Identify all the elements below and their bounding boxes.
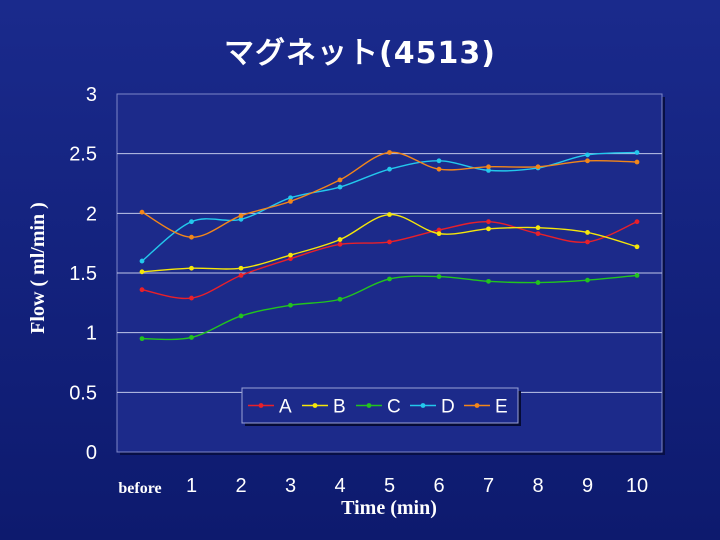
data-point-A (189, 295, 194, 301)
legend-label-E: E (495, 397, 508, 418)
y-tick-label: 2.5 (69, 144, 97, 166)
data-point-B (436, 231, 442, 237)
x-axis-label: Time (min) (341, 497, 437, 519)
y-tick-label: 1.5 (69, 263, 97, 285)
data-point-D (387, 166, 392, 172)
data-point-A (139, 287, 145, 293)
data-point-C (238, 313, 244, 319)
y-axis-label: Flow ( ml/min ) (27, 202, 49, 334)
data-point-D (634, 150, 640, 155)
data-point-C (189, 335, 194, 340)
y-tick-label: 1 (86, 323, 97, 345)
legend-marker-D (420, 403, 426, 408)
x-tick-label: before (118, 480, 161, 497)
data-point-B (337, 237, 343, 242)
data-point-C (486, 278, 491, 284)
data-point-A (486, 219, 491, 225)
series-layer (139, 150, 640, 342)
x-tick-label: 4 (334, 475, 345, 497)
x-tick-label: 6 (433, 475, 444, 497)
data-point-B (139, 269, 145, 275)
legend-marker-E (474, 403, 480, 408)
x-tick-label: 9 (582, 475, 593, 497)
plot-area (116, 93, 665, 455)
slide-title: マグネット(4513) (224, 36, 496, 71)
data-point-A (238, 272, 244, 278)
data-point-A (387, 239, 392, 245)
data-point-C (585, 277, 590, 283)
data-point-D (337, 184, 343, 190)
data-point-D (486, 167, 491, 173)
data-point-E (288, 199, 293, 204)
data-point-C (535, 280, 541, 285)
data-point-C (387, 276, 392, 282)
data-point-B (387, 212, 392, 217)
data-point-B (288, 252, 293, 258)
data-point-D (139, 258, 145, 264)
legend-marker-C (366, 403, 372, 408)
data-point-C (139, 336, 145, 342)
y-tick-label: 2 (86, 203, 97, 225)
y-tick-label: 0 (86, 442, 97, 464)
x-tick-label: 5 (384, 475, 395, 497)
x-tick-label: 1 (186, 475, 197, 497)
data-point-E (585, 158, 590, 164)
data-point-E (337, 177, 343, 183)
data-point-E (535, 164, 541, 170)
data-point-D (436, 158, 442, 164)
data-point-E (139, 209, 145, 215)
legend: A B C D E (241, 387, 521, 426)
legend-marker-B (312, 403, 318, 408)
data-point-B (535, 225, 541, 231)
data-point-E (238, 213, 244, 219)
data-point-E (436, 166, 442, 172)
data-point-A (535, 231, 541, 237)
data-point-C (436, 274, 442, 279)
legend-marker-A (258, 403, 264, 408)
data-point-B (189, 265, 194, 271)
y-tick-label: 3 (86, 84, 97, 106)
data-point-B (486, 226, 491, 232)
data-point-D (238, 216, 244, 222)
x-tick-label: 7 (483, 475, 494, 497)
series-C (139, 272, 640, 342)
data-point-A (585, 239, 590, 245)
legend-label-B: B (333, 397, 346, 418)
x-tick-label: 2 (235, 475, 246, 497)
data-point-B (238, 265, 244, 271)
data-point-E (387, 150, 392, 155)
legend-label-C: C (387, 397, 401, 418)
data-point-C (337, 296, 343, 302)
series-E (139, 150, 640, 240)
data-point-A (436, 227, 442, 233)
data-point-B (634, 244, 640, 250)
data-point-C (288, 302, 293, 308)
x-tick-label: 3 (285, 475, 296, 497)
data-point-D (288, 195, 293, 201)
legend-label-A: A (279, 397, 292, 418)
legend-label-D: D (441, 397, 455, 418)
data-point-D (585, 152, 590, 158)
x-tick-label: 8 (532, 475, 543, 497)
data-point-E (189, 234, 194, 240)
data-point-A (634, 219, 640, 225)
data-point-A (337, 241, 343, 247)
data-point-B (585, 230, 590, 235)
series-B (139, 212, 640, 275)
series-A (139, 219, 640, 301)
y-tick-label: 0.5 (69, 382, 97, 404)
data-point-E (486, 164, 491, 170)
data-point-A (288, 256, 293, 262)
data-point-D (189, 219, 194, 225)
axis-layer: 0 0.5 1 1.5 2 2.5 3 before 1 2 3 4 5 6 7 8 9 10 Time (min)… (27, 84, 648, 519)
data-point-E (634, 159, 640, 165)
data-point-C (634, 272, 640, 278)
x-tick-label: 10 (626, 475, 648, 497)
